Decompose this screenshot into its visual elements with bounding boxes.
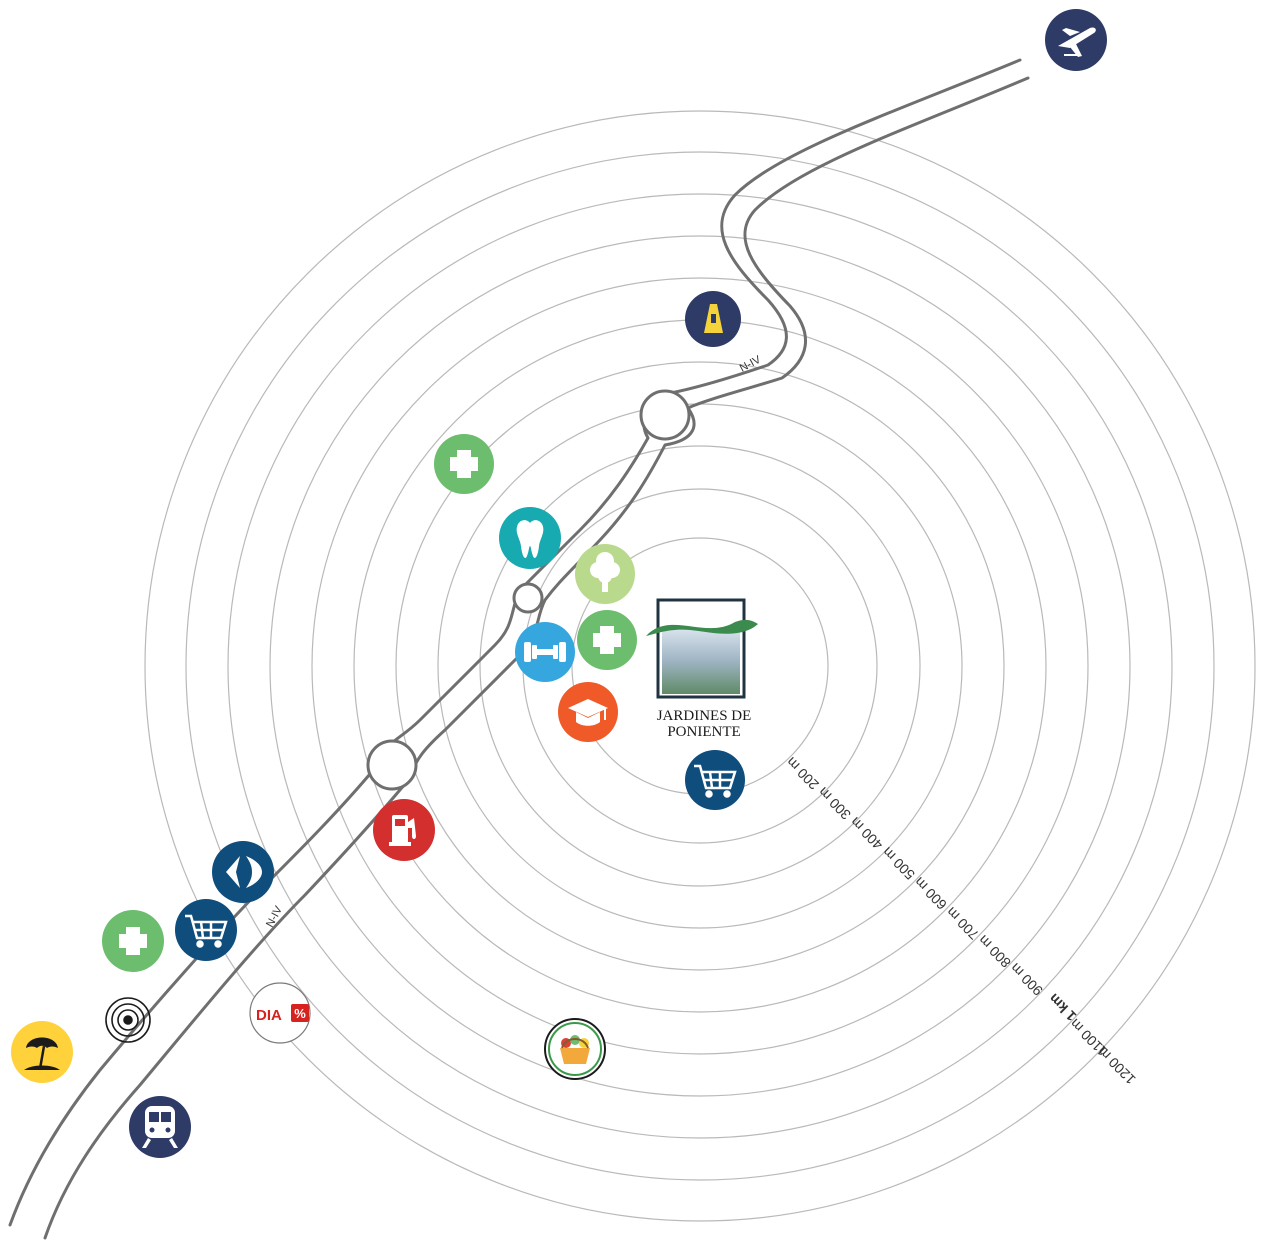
ring-label-900m: 900 m (1007, 960, 1046, 999)
ring-label-400m: 400 m (847, 814, 886, 853)
medical-cross-icon (450, 450, 478, 478)
train-icon (142, 1106, 178, 1148)
tree-icon (590, 552, 620, 592)
logo-title-line2: PONIENTE (667, 724, 740, 740)
logo-landscape (662, 628, 740, 694)
poi-beach[interactable] (11, 1021, 73, 1083)
roundabout-south (366, 739, 418, 791)
ring-600m (395, 361, 1005, 971)
roundabout-north (639, 389, 691, 441)
poi-pharmacy-1[interactable] (434, 434, 494, 494)
dia-logo-text: DIA (256, 1007, 282, 1024)
carrefour-icon (226, 856, 262, 888)
ring-1km (227, 193, 1173, 1139)
poi-pharmacy-3[interactable] (102, 910, 164, 972)
ring-label-600m: 600 m (911, 874, 950, 913)
dumbbell-icon (524, 642, 566, 662)
poi-supermarket-2[interactable] (175, 899, 237, 961)
ring-800m (311, 277, 1089, 1055)
beach-umbrella-icon (24, 1037, 60, 1070)
ring-label-800m: 800 m (975, 932, 1014, 971)
ring-label-300m: 300 m (815, 784, 854, 823)
shopping-cart-icon (185, 914, 228, 948)
tooth-icon (516, 520, 544, 558)
road-label-south: N-IV (264, 904, 285, 930)
poi-carrefour[interactable] (212, 841, 274, 903)
airplane-icon (1058, 27, 1096, 57)
poi-train-station[interactable] (129, 1096, 191, 1158)
ring-label-700m: 700 m (943, 904, 982, 943)
fuel-pump-icon (389, 815, 416, 846)
dia-logo-icon: DIA % (256, 1004, 309, 1024)
poi-market[interactable] (544, 1018, 606, 1080)
poi-gas-station[interactable] (373, 799, 435, 861)
medical-cross-icon (593, 626, 621, 654)
highway-carriageway-west (8, 58, 1022, 1227)
distance-labels: 200 m 300 m 400 m 500 m 600 m 700 m 800 … (783, 754, 1139, 1088)
ring-label-500m: 500 m (879, 844, 918, 883)
highway-n-iv: N-IV N-IV (8, 58, 1030, 1240)
ring-label-1200m: 1200 m (1094, 1043, 1138, 1087)
highway-a-icon (704, 304, 723, 333)
shopping-cart-icon (694, 764, 737, 798)
svg-text:%: % (294, 1006, 306, 1021)
basket-icon (560, 1035, 590, 1064)
medical-cross-icon (119, 927, 147, 955)
poi-highway[interactable] (685, 291, 741, 347)
target-icon (105, 997, 151, 1043)
logo-wave (646, 619, 758, 636)
ring-400m (479, 445, 921, 887)
graduation-cap-icon (568, 699, 608, 726)
poi-pharmacy-2[interactable] (577, 610, 637, 670)
highway-carriageway-east (43, 76, 1030, 1240)
ring-1200m (144, 110, 1256, 1222)
ring-1100m (185, 151, 1215, 1181)
brand-logo: JARDINES DE PONIENTE (646, 598, 758, 740)
ring-900m (269, 235, 1131, 1097)
poi-dentist[interactable] (499, 507, 561, 569)
poi-school[interactable] (558, 682, 618, 742)
poi-gym[interactable] (515, 622, 575, 682)
distance-rings (144, 110, 1256, 1222)
poi-airport[interactable] (1045, 9, 1107, 71)
poi-park[interactable] (575, 544, 635, 604)
poi-target[interactable] (105, 997, 151, 1043)
ring-label-200m: 200 m (783, 754, 822, 793)
roundabout-middle (512, 582, 544, 614)
logo-title-line1: JARDINES DE (657, 708, 752, 724)
poi-dia-store[interactable]: DIA % (249, 982, 311, 1044)
poi-supermarket-1[interactable] (685, 750, 745, 810)
